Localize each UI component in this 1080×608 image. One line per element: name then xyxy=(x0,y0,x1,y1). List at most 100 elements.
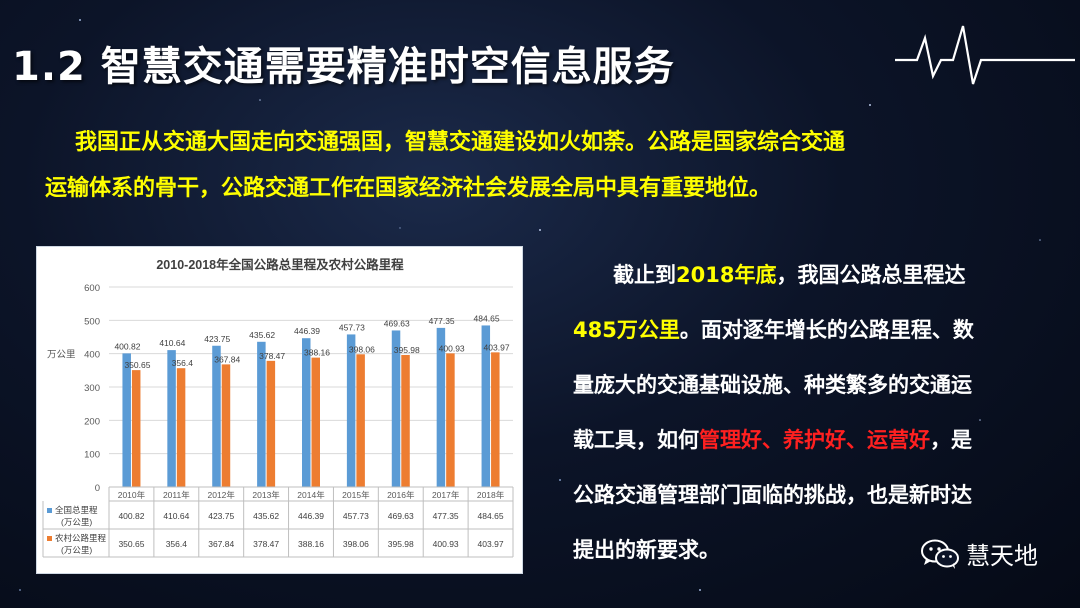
summary-line-6: 提出的新要求。 xyxy=(573,538,720,562)
data-label-rural: 388.16 xyxy=(304,348,330,358)
table-cell-rural: 403.97 xyxy=(478,539,504,549)
summary-text: ，是 xyxy=(930,428,972,452)
summary-paragraph: 截止到2018年底，我国公路总里程达 485万公里。面对逐年增长的公路里程、数 … xyxy=(573,248,1013,578)
data-label-total: 435.62 xyxy=(249,330,275,340)
bar-rural-mileage xyxy=(491,352,500,487)
mileage-chart: 2010-2018年全国公路总里程及农村公路里程 0 100 200 300 400 500… xyxy=(36,246,523,574)
bar-rural-mileage xyxy=(131,370,141,487)
table-cell-total: 469.63 xyxy=(388,511,414,521)
bar-total-mileage xyxy=(346,334,356,487)
data-label-total: 446.39 xyxy=(294,326,320,336)
summary-line-4: 载工具，如何管理好、养护好、运营好，是 xyxy=(573,413,1013,468)
data-label-total: 410.64 xyxy=(159,338,185,348)
x-tick-label: 2012年 xyxy=(208,490,236,500)
bar-total-mileage xyxy=(122,353,131,487)
y-tick-label: 300 xyxy=(84,383,100,394)
chart-svg: 2010-2018年全国公路总里程及农村公路里程 0 100 200 300 400 500… xyxy=(42,257,514,558)
table-cell-rural: 356.4 xyxy=(166,539,188,549)
bar-rural-mileage xyxy=(221,364,231,487)
bar-total-mileage xyxy=(257,341,266,487)
watermark-text: 慧天地 xyxy=(966,542,1038,570)
table-cell-total: 477.35 xyxy=(433,511,459,521)
y-tick-label: 500 xyxy=(84,316,100,327)
heartbeat-line-icon xyxy=(895,25,1075,85)
data-label-rural: 395.98 xyxy=(394,345,420,355)
summary-text: 截止到 xyxy=(613,263,676,287)
bar-total-mileage xyxy=(436,327,446,487)
y-tick-label: 100 xyxy=(84,450,100,461)
legend-unit: (万公里) xyxy=(61,545,92,555)
data-label-rural: 398.06 xyxy=(349,344,375,354)
data-label-rural: 350.65 xyxy=(124,360,150,370)
x-tick-label: 2013年 xyxy=(252,490,280,500)
bar-rural-mileage xyxy=(266,360,276,487)
watermark: 慧天地 xyxy=(920,536,1038,571)
table-cell-total: 446.39 xyxy=(298,511,324,521)
x-tick-label: 2011年 xyxy=(163,490,190,500)
wechat-icon xyxy=(921,539,959,569)
table-cell-total: 423.75 xyxy=(208,511,234,521)
table-cell-rural: 398.06 xyxy=(343,539,369,549)
bar-total-mileage xyxy=(481,325,491,487)
x-tick-label: 2016年 xyxy=(387,490,415,500)
slide-title: 1.2 智慧交通需要精准时空信息服务 xyxy=(12,44,675,90)
highlight-mileage: 485万公里 xyxy=(573,318,680,342)
bar-rural-mileage xyxy=(401,355,410,487)
legend-unit: (万公里) xyxy=(61,517,92,527)
x-tick-label: 2014年 xyxy=(297,490,325,500)
summary-text: ，我国公路总里程达 xyxy=(776,263,966,287)
data-label-rural: 356.4 xyxy=(172,358,194,368)
summary-text: 。面对逐年增长的公路里程、数 xyxy=(679,318,974,342)
table-cell-rural: 378.47 xyxy=(253,539,279,549)
bar-total-mileage xyxy=(212,345,221,487)
data-label-rural: 400.93 xyxy=(439,343,465,353)
emphasis-management: 管理好、养护好、运营好 xyxy=(699,428,930,452)
y-axis-label: 万公里 xyxy=(47,350,76,361)
bar-rural-mileage xyxy=(176,368,186,487)
data-label-total: 477.35 xyxy=(429,316,455,326)
table-cell-rural: 395.98 xyxy=(388,539,414,549)
legend-swatch-rural xyxy=(47,536,52,541)
summary-line-3: 量庞大的交通基础设施、种类繁多的交通运 xyxy=(573,373,972,397)
table-cell-rural: 367.84 xyxy=(208,539,234,549)
summary-line-2: 485万公里。面对逐年增长的公路里程、数 xyxy=(573,303,1013,358)
summary-line-5: 公路交通管理部门面临的挑战，也是新时达 xyxy=(573,483,972,507)
table-cell-total: 484.65 xyxy=(478,511,504,521)
x-tick-label: 2017年 xyxy=(432,490,460,500)
data-label-rural: 378.47 xyxy=(259,351,285,361)
legend-label-rural: 农村公路里程 xyxy=(55,533,107,543)
data-label-rural: 367.84 xyxy=(214,354,240,364)
data-label-total: 469.63 xyxy=(384,318,410,328)
bar-total-mileage xyxy=(167,350,176,487)
summary-line-1: 截止到2018年底，我国公路总里程达 xyxy=(573,248,1013,303)
y-tick-label: 200 xyxy=(84,416,100,427)
table-cell-rural: 388.16 xyxy=(298,539,324,549)
summary-text: 载工具，如何 xyxy=(573,428,699,452)
x-tick-label: 2010年 xyxy=(118,490,146,500)
table-cell-total: 400.82 xyxy=(118,511,144,521)
bar-total-mileage xyxy=(302,338,311,487)
y-tick-label: 600 xyxy=(84,283,100,294)
table-cell-rural: 400.93 xyxy=(433,539,459,549)
legend-swatch-total xyxy=(47,508,52,513)
table-cell-total: 457.73 xyxy=(343,511,369,521)
chart-title: 2010-2018年全国公路总里程及农村公路里程 xyxy=(156,257,404,272)
table-cell-total: 435.62 xyxy=(253,511,279,521)
data-label-total: 400.82 xyxy=(114,341,140,351)
bar-rural-mileage xyxy=(356,354,365,487)
intro-paragraph: 我国正从交通大国走向交通强国，智慧交通建设如火如荼。公路是国家综合交通 运输体系… xyxy=(45,120,1035,212)
data-label-rural: 403.97 xyxy=(484,342,510,352)
data-label-total: 457.73 xyxy=(339,322,365,332)
legend-label-total: 全国总里程 xyxy=(55,505,98,515)
intro-line-2: 运输体系的骨干，公路交通工作在国家经济社会发展全局中具有重要地位。 xyxy=(45,176,772,201)
y-tick-label: 0 xyxy=(95,483,100,494)
data-label-total: 484.65 xyxy=(474,313,500,323)
bar-rural-mileage xyxy=(446,353,455,487)
x-tick-label: 2018年 xyxy=(477,490,505,500)
x-tick-label: 2015年 xyxy=(342,490,370,500)
table-cell-total: 410.64 xyxy=(163,511,189,521)
bar-total-mileage xyxy=(391,330,401,487)
intro-line-1: 我国正从交通大国走向交通强国，智慧交通建设如火如荼。公路是国家综合交通 xyxy=(75,130,846,155)
y-tick-label: 400 xyxy=(84,350,100,361)
highlight-year: 2018年底 xyxy=(676,263,777,287)
